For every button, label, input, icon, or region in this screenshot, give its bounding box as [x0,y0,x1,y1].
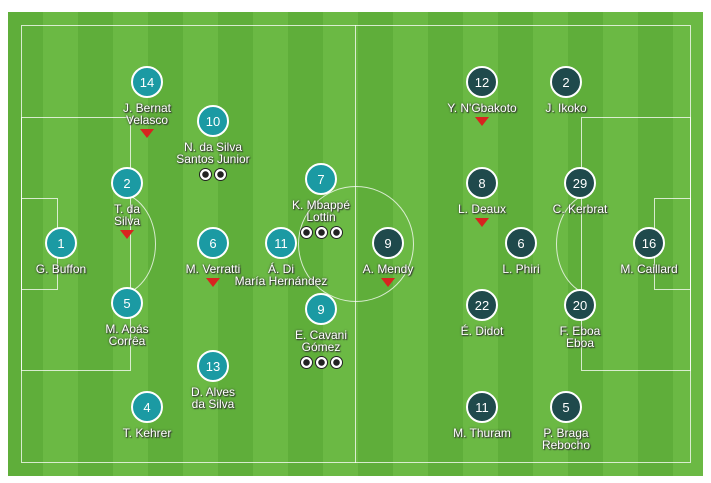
player-name: M. Caillard [579,263,711,275]
shirt-number[interactable]: 5 [111,287,143,319]
player-name-line: da Silva [191,397,235,411]
shirt-number[interactable]: 10 [197,105,229,137]
player-name-line: L. Deaux [457,202,507,216]
player-name: F. Eboa Eboa [510,325,650,349]
goal-ball-icon [299,226,313,239]
shirt-number[interactable]: 12 [466,66,498,98]
player-name-line: F. Eboa [559,324,601,338]
player-name: K. Mbappé Lottin [251,199,391,223]
shirt-number[interactable]: 29 [564,167,596,199]
player-name: L. Deaux [412,203,552,215]
player-name: D. Alves da Silva [143,386,283,410]
player-name-line: C. Kerbrat [552,202,608,216]
player-name-line: Rebocho [541,438,591,452]
substitution-icon [206,278,220,287]
player-name: M. Verratti [143,263,283,275]
goal-ball-icon [329,226,343,239]
player-name-line: Silva [113,214,140,228]
player-name: Á. Di María Hernández [211,263,351,287]
centre-circle [298,186,414,302]
player-name-line: N. da Silva [183,140,243,154]
player-name-line: E. Cavani [294,328,348,342]
player-name: N. da Silva Santos Junior [143,141,283,165]
player-name-line: J. Ikoko [545,101,587,115]
player-name: J. Ikoko [496,102,636,114]
player-name: É. Didot [412,325,552,337]
shirt-number[interactable]: 22 [466,289,498,321]
shirt-number[interactable]: 8 [466,167,498,199]
player-name-line: Lottin [306,210,336,224]
shirt-number[interactable]: 5 [550,391,582,423]
player-name: E. Cavani Gómez [251,329,391,353]
goal-ball-icon [199,168,212,181]
player-name-line: G. Buffon [35,262,87,276]
goal-ball-icon [214,168,227,181]
player-name-line: Y. N'Gbakoto [447,101,517,115]
substitution-icon [475,117,489,126]
player-name-line: Velasco [125,113,169,127]
player-name-line: T. da [113,202,140,216]
shirt-number[interactable]: 7 [305,163,337,195]
player-name-line: A. Mendy [362,262,414,276]
goals [183,168,243,184]
player-name: A. Mendy [318,263,458,275]
goal-ball-icon [329,356,343,369]
substitution-icon [120,230,134,239]
player-name-line: É. Didot [460,324,504,338]
shirt-number[interactable]: 9 [372,227,404,259]
player-name-line: Á. Di [267,262,294,276]
player-name-line: M. Thuram [453,426,511,440]
player-name-line: María Hernández [234,274,328,288]
player-name: M. Aoás Corrêa [57,323,197,347]
player-name-line: M. Aoás [105,322,149,336]
player-name: T. da Silva [57,203,197,227]
goal-ball-icon [314,356,328,369]
player-name-line: Gómez [301,340,341,354]
shirt-number[interactable]: 20 [564,289,596,321]
player-name: M. Thuram [412,427,552,439]
goal-ball-icon [314,226,328,239]
player-name: L. Phiri [451,263,591,275]
player-name: T. Kehrer [77,427,217,439]
player-name-line: T. Kehrer [122,426,172,440]
player-name-line: J. Bernat [122,101,172,115]
shirt-number[interactable]: 4 [131,391,163,423]
player-name-line: K. Mbappé [291,198,351,212]
shirt-number[interactable]: 1 [45,227,77,259]
shirt-number[interactable]: 2 [111,167,143,199]
substitution-icon [381,278,395,287]
player-name-line: D. Alves [190,385,235,399]
player-name: P. Braga Rebocho [496,427,636,451]
shirt-number[interactable]: 6 [197,227,229,259]
substitution-icon [140,129,154,138]
pitch: 14 J. Bernat Velasco 10 N. da Silva Santos Ju… [8,12,703,476]
player-name-line: L. Phiri [502,262,540,276]
shirt-number[interactable]: 16 [633,227,665,259]
substitution-icon [475,218,489,227]
goal-ball-icon [299,356,313,369]
player-name-line: Santos Junior [176,152,250,166]
goals [291,356,351,372]
player-name: Y. N'Gbakoto [412,102,552,114]
shirt-number[interactable]: 13 [197,350,229,382]
shirt-number[interactable]: 9 [305,293,337,325]
shirt-number[interactable]: 11 [265,227,297,259]
shirt-number[interactable]: 14 [131,66,163,98]
player-name: J. Bernat Velasco [77,102,217,126]
player-name-line: M. Verratti [185,262,241,276]
shirt-number[interactable]: 6 [505,227,537,259]
player-name: G. Buffon [0,263,131,275]
player-name-line: Eboa [565,336,595,350]
goals [291,226,351,242]
player-name-line: M. Caillard [620,262,678,276]
player-name-line: P. Braga [543,426,589,440]
shirt-number[interactable]: 11 [466,391,498,423]
player-name-line: Corrêa [108,334,146,348]
shirt-number[interactable]: 2 [550,66,582,98]
player-name: C. Kerbrat [510,203,650,215]
